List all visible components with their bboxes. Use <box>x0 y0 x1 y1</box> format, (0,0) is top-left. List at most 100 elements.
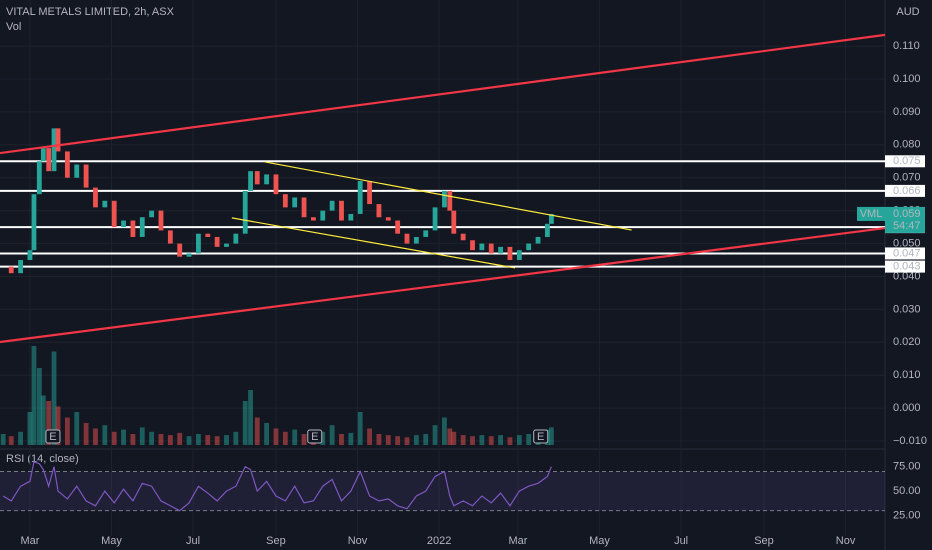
candle <box>535 236 541 244</box>
level-tag <box>885 184 925 197</box>
candle <box>339 200 344 221</box>
volume-bar <box>273 428 279 445</box>
volume-bar <box>242 401 248 445</box>
candle <box>516 250 522 261</box>
volume-bar <box>167 435 173 445</box>
event-marker <box>307 429 323 444</box>
candle <box>526 243 532 251</box>
y-tick-label: 0.080 <box>893 139 921 151</box>
volume-bar <box>395 436 401 445</box>
event-label: E <box>49 431 56 443</box>
countdown: 54:47 <box>893 220 921 232</box>
candle <box>498 246 504 254</box>
candle <box>447 190 453 211</box>
volume-bar <box>451 431 457 445</box>
volume-bar <box>224 435 229 445</box>
volume-bar <box>357 412 363 445</box>
currency[interactable]: AUD <box>896 6 919 18</box>
volume-bar <box>301 434 307 445</box>
candle <box>395 220 401 234</box>
candle <box>242 190 248 234</box>
volume-bar <box>404 437 410 445</box>
volume-bar <box>292 429 298 445</box>
rsi-band-fill <box>0 471 885 511</box>
candle <box>292 197 298 208</box>
y-tick-label: −0.010 <box>893 435 927 447</box>
volume-bar <box>423 434 429 445</box>
candle <box>64 151 70 178</box>
price-tag <box>885 206 925 233</box>
x-tick-label: Mar <box>509 535 528 547</box>
x-tick-label: Nov <box>836 535 856 547</box>
volume-bar <box>51 351 57 445</box>
x-tick-label: Sep <box>754 535 774 547</box>
event-label: E <box>537 431 544 443</box>
y-tick-label: 0.110 <box>893 40 920 52</box>
volume-bar <box>442 417 447 445</box>
candle <box>301 197 307 218</box>
candle <box>264 174 270 185</box>
trendline <box>231 217 516 269</box>
volume-bar <box>447 428 453 445</box>
candle <box>423 230 429 237</box>
candle <box>51 128 57 172</box>
candle <box>548 213 554 224</box>
volume-bar <box>548 427 554 445</box>
candle <box>158 210 164 231</box>
volume-bar <box>196 434 201 445</box>
volume-bar <box>64 417 70 445</box>
volume-bar <box>233 431 239 445</box>
candle <box>367 181 372 205</box>
y-tick-label: 50.00 <box>893 485 921 497</box>
y-tick-label: 0.000 <box>893 402 921 414</box>
candle <box>55 128 61 152</box>
candle <box>282 194 288 208</box>
x-tick-label: Jul <box>674 535 688 547</box>
volume-bar <box>158 434 164 445</box>
volume-bar <box>264 423 270 445</box>
candle <box>167 230 173 244</box>
candle <box>196 233 201 254</box>
level-label: 0.043 <box>893 261 921 273</box>
volume-bar <box>432 425 438 445</box>
candle <box>432 207 438 231</box>
volume-bar <box>40 395 46 445</box>
level-label: 0.047 <box>893 247 921 259</box>
volume-bar <box>139 427 145 445</box>
candle <box>74 164 80 178</box>
volume-bar <box>111 431 117 445</box>
volume-bar <box>83 423 89 445</box>
level-tag <box>885 247 925 260</box>
volume-bar <box>516 435 522 445</box>
volume-bar <box>186 436 192 445</box>
candle <box>507 246 513 261</box>
candle <box>470 240 475 251</box>
volume-bar <box>254 417 260 445</box>
level-label: 0.066 <box>893 185 921 197</box>
candle <box>413 236 419 244</box>
volume-bar <box>282 431 288 445</box>
volume-label: Vol <box>6 21 21 33</box>
candle <box>121 220 126 228</box>
volume-bar <box>320 431 326 445</box>
volume-bar <box>177 432 183 445</box>
volume-bar <box>248 390 253 445</box>
y-tick-label: 0.050 <box>893 237 921 249</box>
candle <box>224 243 229 247</box>
candle <box>311 217 316 221</box>
volume-bar <box>385 435 391 445</box>
volume-bar <box>488 436 494 445</box>
candle <box>479 243 485 251</box>
volume-bar <box>413 435 419 445</box>
candle <box>329 200 335 211</box>
x-tick-label: May <box>101 535 122 547</box>
candle <box>357 181 363 214</box>
volume-bar <box>130 434 136 445</box>
candle <box>46 148 52 172</box>
level-tag <box>885 155 925 168</box>
candle <box>320 210 326 221</box>
candle <box>248 171 253 191</box>
volume-bar <box>507 437 513 445</box>
y-tick-label: 0.090 <box>893 106 921 118</box>
